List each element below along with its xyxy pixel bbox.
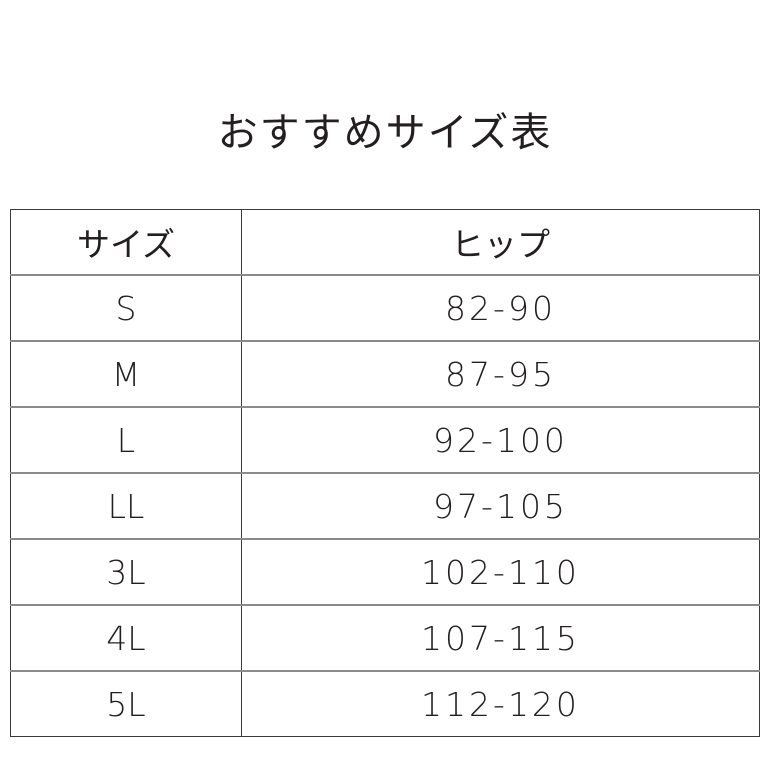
size-cell: M (10, 340, 242, 407)
table-row: S 82-90 (10, 274, 760, 341)
size-cell: LL (10, 472, 242, 539)
table-row: 3L 102-110 (10, 538, 760, 605)
table-header-row: サイズ ヒップ (10, 209, 760, 275)
size-table: サイズ ヒップ S 82-90 M 87-95 L 92-100 LL 97-105 3… (10, 209, 760, 737)
page-title: おすすめサイズ表 (217, 110, 553, 156)
size-cell: 4L (10, 604, 242, 671)
hip-cell: 92-100 (241, 406, 760, 473)
table-row: L 92-100 (10, 406, 760, 473)
header-size: サイズ (10, 209, 242, 275)
hip-cell: 87-95 (241, 340, 760, 407)
table-row: 5L 112-120 (10, 670, 760, 737)
hip-cell: 102-110 (241, 538, 760, 605)
hip-cell: 107-115 (241, 604, 760, 671)
size-cell: L (10, 406, 242, 473)
table-row: 4L 107-115 (10, 604, 760, 671)
size-cell: S (10, 274, 242, 341)
hip-cell: 112-120 (241, 670, 760, 737)
table-row: M 87-95 (10, 340, 760, 407)
size-cell: 5L (10, 670, 242, 737)
hip-cell: 97-105 (241, 472, 760, 539)
header-hip: ヒップ (451, 225, 550, 264)
table-row: LL 97-105 (10, 472, 760, 539)
hip-cell: 82-90 (241, 274, 760, 341)
size-cell: 3L (10, 538, 242, 605)
